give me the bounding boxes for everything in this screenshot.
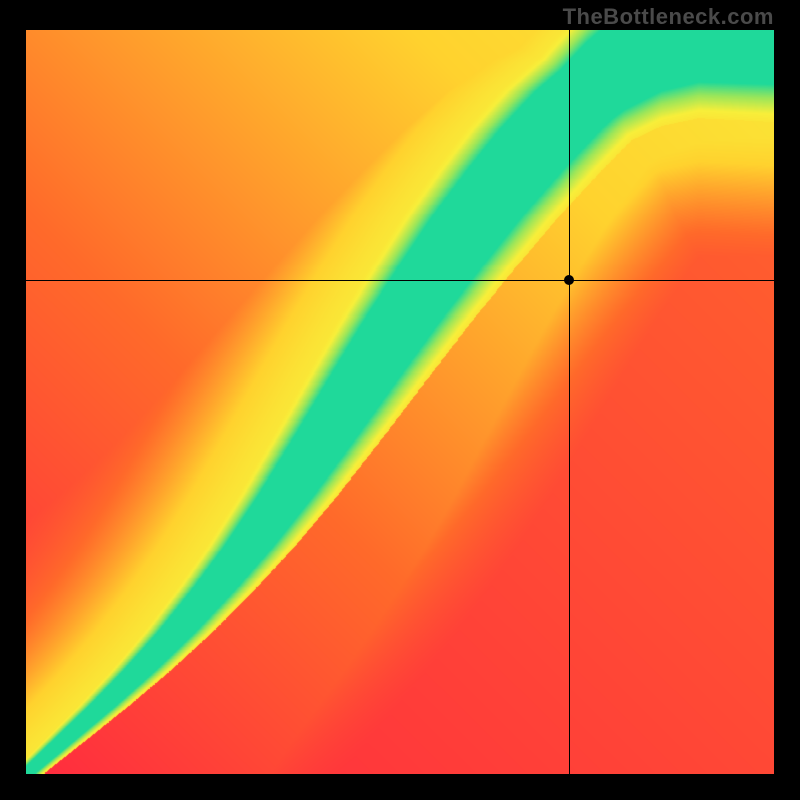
watermark-text: TheBottleneck.com: [563, 4, 774, 30]
crosshair-horizontal: [26, 280, 774, 281]
crosshair-vertical: [569, 30, 570, 774]
heatmap-plot: [26, 30, 774, 774]
heatmap-canvas: [26, 30, 774, 774]
bottleneck-marker-point: [564, 275, 574, 285]
chart-container: TheBottleneck.com: [0, 0, 800, 800]
